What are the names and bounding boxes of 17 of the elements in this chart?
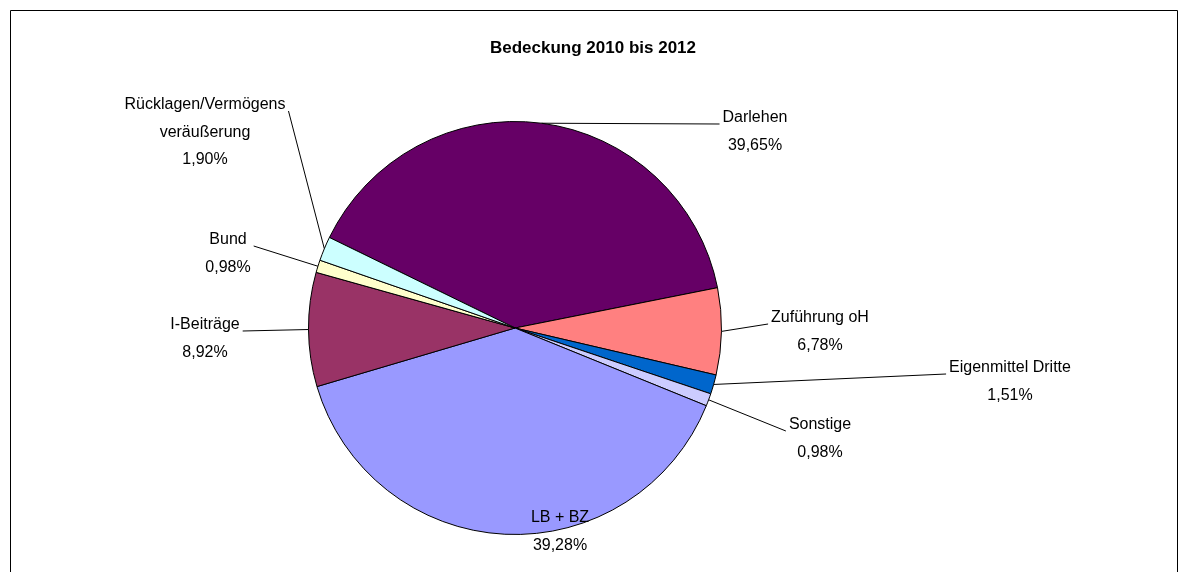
data-label: 39,65% — [727, 135, 783, 153]
data-label: 8,92% — [182, 342, 228, 360]
data-label: 1,90% — [182, 150, 228, 168]
slice-label: Eigenmittel Dritte — [949, 358, 1072, 376]
slice-label: Bund — [209, 230, 247, 248]
slice-label: Darlehen — [722, 108, 788, 126]
data-label: 6,78% — [797, 335, 843, 353]
data-label: 0,98% — [205, 257, 251, 275]
data-label: 39,28% — [532, 535, 588, 553]
slice-label: Sonstige — [788, 415, 852, 433]
slice-label: Zuführung oH — [771, 308, 869, 326]
slice-label: Rücklagen/Vermögens veräußerung — [124, 95, 286, 140]
slice-label: LB + BZ — [530, 508, 590, 526]
data-label: 1,51% — [987, 385, 1033, 403]
data-label: 0,98% — [797, 442, 843, 460]
chart-title: Bedeckung 2010 bis 2012 — [489, 37, 697, 57]
slice-label: I-Beiträge — [170, 315, 240, 333]
